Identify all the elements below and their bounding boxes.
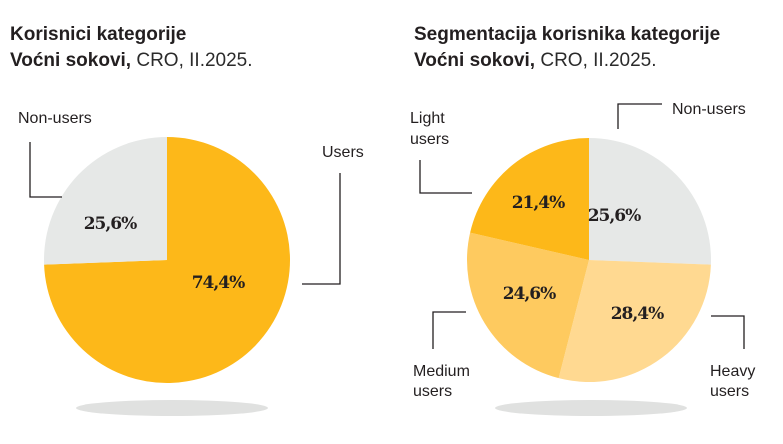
right-title-region-date: CRO, II.2025. bbox=[535, 50, 657, 71]
leader-line-non-users bbox=[29, 142, 62, 198]
legend-label-non-users: Non-users bbox=[18, 110, 92, 127]
legend-label-heavy-users-line2: users bbox=[710, 383, 749, 400]
pie-slice-heavy-users bbox=[558, 260, 711, 383]
pie-slice-light-users bbox=[470, 138, 589, 260]
leader-line-heavy-users bbox=[711, 315, 745, 349]
right-title-line1: Segmentacija korisnika kategorije bbox=[414, 24, 721, 45]
pie-slice-non-users bbox=[44, 137, 167, 265]
value-label-heavy-users: 28,4% bbox=[611, 304, 664, 324]
legend-label-non-users: Non-users bbox=[672, 101, 746, 118]
left-title-category: Voćni sokovi, bbox=[10, 50, 132, 71]
pie-slice-users bbox=[44, 137, 291, 383]
legend-label-medium-users-line1: Medium bbox=[413, 363, 470, 380]
left-chart-title: Korisnici kategorije Voćni sokovi, CRO, … bbox=[10, 22, 253, 74]
value-label-users: 74,4% bbox=[192, 273, 245, 293]
legend-label-light-users-line1: Light bbox=[410, 110, 445, 127]
leader-line-medium-users bbox=[432, 311, 466, 349]
value-label-non-users: 25,6% bbox=[588, 206, 641, 226]
right-pie-shadow bbox=[495, 400, 687, 416]
value-label-non-users: 25,6% bbox=[84, 214, 137, 234]
left-title-region-date: CRO, II.2025. bbox=[131, 50, 253, 71]
leader-line-light-users bbox=[419, 160, 472, 194]
legend-label-medium-users-line2: users bbox=[413, 383, 452, 400]
left-title-line1: Korisnici kategorije bbox=[10, 24, 187, 45]
pie-slice-medium-users bbox=[467, 232, 589, 379]
right-title-category: Voćni sokovi, bbox=[414, 50, 536, 71]
value-label-medium-users: 24,6% bbox=[503, 284, 556, 304]
left-pie-shadow bbox=[76, 400, 268, 416]
left-pie: 74,4% 25,6% bbox=[44, 137, 291, 383]
pie-slice-non-users bbox=[589, 138, 711, 265]
legend-label-light-users-line2: users bbox=[410, 131, 449, 148]
legend-label-users: Users bbox=[322, 144, 364, 161]
right-chart-title: Segmentacija korisnika kategorije Voćni … bbox=[414, 22, 720, 74]
leader-line-non-users bbox=[617, 103, 662, 129]
legend-label-heavy-users-line1: Heavy bbox=[710, 363, 755, 380]
leader-line-users bbox=[302, 173, 341, 285]
value-label-light-users: 21,4% bbox=[512, 193, 565, 213]
right-pie: 25,6% 28,4% 24,6% 21,4% bbox=[467, 138, 711, 383]
